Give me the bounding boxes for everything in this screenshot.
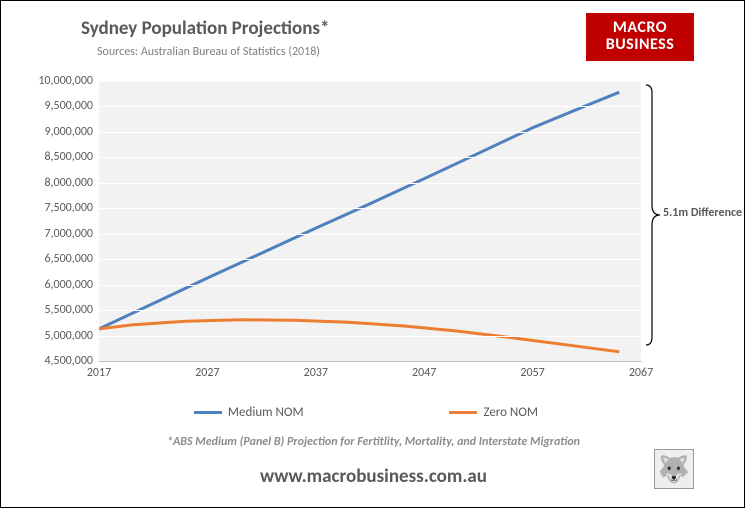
x-tick-label: 2017 <box>87 366 111 380</box>
brand-logo: MACRO BUSINESS <box>586 13 694 61</box>
site-url: www.macrobusiness.com.au <box>1 465 745 488</box>
series-lines <box>99 81 641 361</box>
legend: Medium NOM Zero NOM <box>121 401 611 423</box>
wolf-icon: 🐺 <box>654 449 694 489</box>
chart-subtitle: Sources: Australian Bureau of Statistics… <box>97 45 320 59</box>
y-tick-label: 5,500,000 <box>21 303 93 317</box>
x-tick-label: 2067 <box>629 366 653 380</box>
x-tick-label: 2057 <box>520 366 544 380</box>
y-tick-label: 9,500,000 <box>21 99 93 113</box>
gridline <box>99 81 641 82</box>
y-tick-label: 6,000,000 <box>21 278 93 292</box>
gridline <box>99 106 641 107</box>
legend-swatch <box>449 411 477 414</box>
legend-label: Medium NOM <box>228 405 304 420</box>
gridline <box>99 157 641 158</box>
y-tick-label: 6,500,000 <box>21 252 93 266</box>
legend-item: Zero NOM <box>449 405 538 420</box>
legend-label: Zero NOM <box>483 405 538 420</box>
chart-title: Sydney Population Projections* <box>81 17 329 40</box>
chart-footnote: *ABS Medium (Panel B) Projection for Fer… <box>1 435 745 449</box>
gridline <box>99 336 641 337</box>
y-tick-label: 9,000,000 <box>21 125 93 139</box>
gridline <box>99 208 641 209</box>
gridline <box>99 234 641 235</box>
x-tick-label: 2027 <box>195 366 219 380</box>
legend-swatch <box>194 411 222 414</box>
y-tick-label: 10,000,000 <box>21 74 93 88</box>
gridline <box>99 310 641 311</box>
y-tick-label: 8,000,000 <box>21 176 93 190</box>
y-tick-label: 5,000,000 <box>21 329 93 343</box>
y-tick-label: 7,500,000 <box>21 201 93 215</box>
plot-background <box>99 81 641 361</box>
y-tick-label: 8,500,000 <box>21 150 93 164</box>
chart-area: 4,500,000 5,000,000 5,500,000 6,000,000 6,50… <box>21 81 641 381</box>
x-tick-label: 2047 <box>412 366 436 380</box>
x-axis-line <box>99 361 641 362</box>
y-tick-label: 7,000,000 <box>21 227 93 241</box>
difference-bracket <box>646 81 660 349</box>
series-line <box>99 92 619 329</box>
x-tick-label: 2037 <box>304 366 328 380</box>
gridline <box>99 132 641 133</box>
legend-item: Medium NOM <box>194 405 304 420</box>
gridline <box>99 183 641 184</box>
gridline <box>99 285 641 286</box>
logo-line2: BUSINESS <box>586 37 694 54</box>
gridline <box>99 259 641 260</box>
difference-label: 5.1m Difference <box>663 206 742 220</box>
y-tick-label: 4,500,000 <box>21 354 93 368</box>
